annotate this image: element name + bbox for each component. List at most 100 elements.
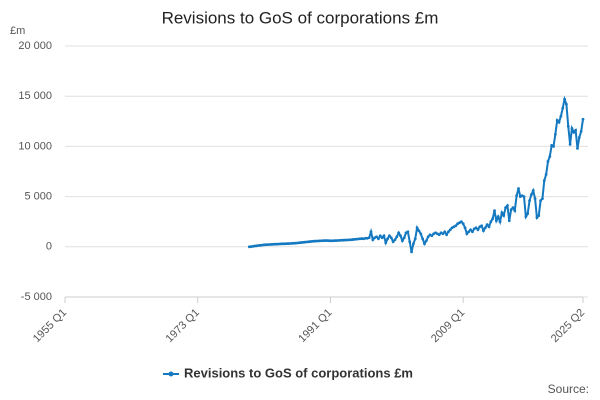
point bbox=[461, 222, 465, 226]
point bbox=[397, 231, 401, 235]
point bbox=[445, 233, 448, 237]
point bbox=[465, 232, 469, 236]
point bbox=[515, 194, 519, 197]
point bbox=[369, 230, 373, 234]
point bbox=[502, 214, 506, 218]
point bbox=[412, 242, 415, 246]
point bbox=[548, 155, 552, 158]
point bbox=[380, 236, 384, 240]
point bbox=[528, 199, 531, 203]
point bbox=[557, 120, 561, 124]
point bbox=[480, 224, 484, 228]
point bbox=[413, 237, 417, 241]
point bbox=[544, 173, 548, 176]
point bbox=[454, 224, 458, 228]
point bbox=[498, 220, 502, 224]
point bbox=[572, 130, 576, 134]
point bbox=[581, 117, 585, 121]
point bbox=[483, 226, 487, 230]
point bbox=[526, 212, 530, 216]
point bbox=[570, 126, 574, 130]
point bbox=[402, 236, 406, 240]
point bbox=[537, 214, 541, 218]
point bbox=[522, 195, 526, 199]
point bbox=[579, 129, 583, 133]
point bbox=[493, 209, 496, 213]
point bbox=[563, 97, 566, 101]
point bbox=[553, 132, 557, 136]
point bbox=[463, 226, 467, 230]
point bbox=[391, 240, 395, 244]
point bbox=[399, 234, 402, 238]
point bbox=[546, 160, 550, 163]
y-unit: £m bbox=[10, 25, 25, 37]
point bbox=[410, 250, 413, 254]
point bbox=[541, 197, 544, 201]
point bbox=[415, 226, 419, 230]
point bbox=[378, 234, 382, 238]
point bbox=[542, 179, 546, 182]
point bbox=[496, 215, 500, 219]
point bbox=[568, 142, 572, 146]
point bbox=[507, 219, 511, 223]
point bbox=[430, 234, 434, 238]
point bbox=[395, 235, 399, 239]
line-series bbox=[249, 95, 584, 253]
x-tick-label: 2009 Q1 bbox=[429, 307, 467, 345]
y-tick-label: 15 000 bbox=[18, 90, 52, 102]
point bbox=[447, 230, 450, 234]
point bbox=[476, 228, 480, 232]
point bbox=[393, 238, 397, 242]
y-tick-label: 5 000 bbox=[24, 191, 52, 203]
point bbox=[561, 106, 565, 110]
point bbox=[533, 197, 537, 201]
point bbox=[506, 204, 509, 208]
point bbox=[485, 223, 489, 227]
point bbox=[424, 239, 428, 243]
point bbox=[491, 217, 495, 221]
x-tick-label: 1955 Q1 bbox=[31, 307, 69, 345]
point bbox=[448, 228, 452, 232]
point bbox=[376, 237, 380, 241]
point bbox=[559, 114, 563, 118]
point bbox=[504, 206, 507, 210]
point bbox=[566, 124, 570, 128]
point bbox=[467, 230, 471, 234]
point bbox=[494, 219, 498, 223]
x-tick-label: 1991 Q1 bbox=[296, 307, 334, 345]
point bbox=[406, 230, 410, 234]
y-tick-label: 10 000 bbox=[18, 140, 52, 152]
point bbox=[421, 237, 425, 241]
x-tick-label: 1973 Q1 bbox=[164, 307, 202, 345]
point bbox=[437, 233, 441, 237]
point bbox=[529, 193, 533, 196]
point bbox=[513, 209, 517, 213]
point bbox=[367, 236, 371, 240]
legend-label: Revisions to GoS of corporations £m bbox=[184, 365, 413, 380]
source: Source: bbox=[548, 382, 589, 396]
point bbox=[419, 232, 423, 236]
point bbox=[574, 128, 578, 132]
point bbox=[500, 211, 504, 215]
point bbox=[417, 229, 421, 233]
point bbox=[577, 135, 581, 139]
point bbox=[555, 118, 559, 122]
point bbox=[469, 228, 472, 232]
point bbox=[489, 220, 493, 224]
point bbox=[389, 236, 393, 240]
point bbox=[565, 102, 568, 106]
point bbox=[441, 232, 445, 236]
point bbox=[375, 235, 378, 239]
point bbox=[474, 226, 478, 230]
point bbox=[487, 225, 491, 229]
chart-title: Revisions to GoS of corporations £m bbox=[162, 8, 439, 27]
point bbox=[400, 239, 404, 243]
y-tick-label: 20 000 bbox=[18, 40, 52, 52]
point bbox=[517, 187, 520, 190]
point bbox=[426, 235, 430, 239]
point bbox=[408, 240, 412, 244]
point bbox=[509, 208, 513, 212]
y-tick-label: -5 000 bbox=[21, 291, 52, 303]
y-tick-label: 0 bbox=[46, 241, 52, 253]
